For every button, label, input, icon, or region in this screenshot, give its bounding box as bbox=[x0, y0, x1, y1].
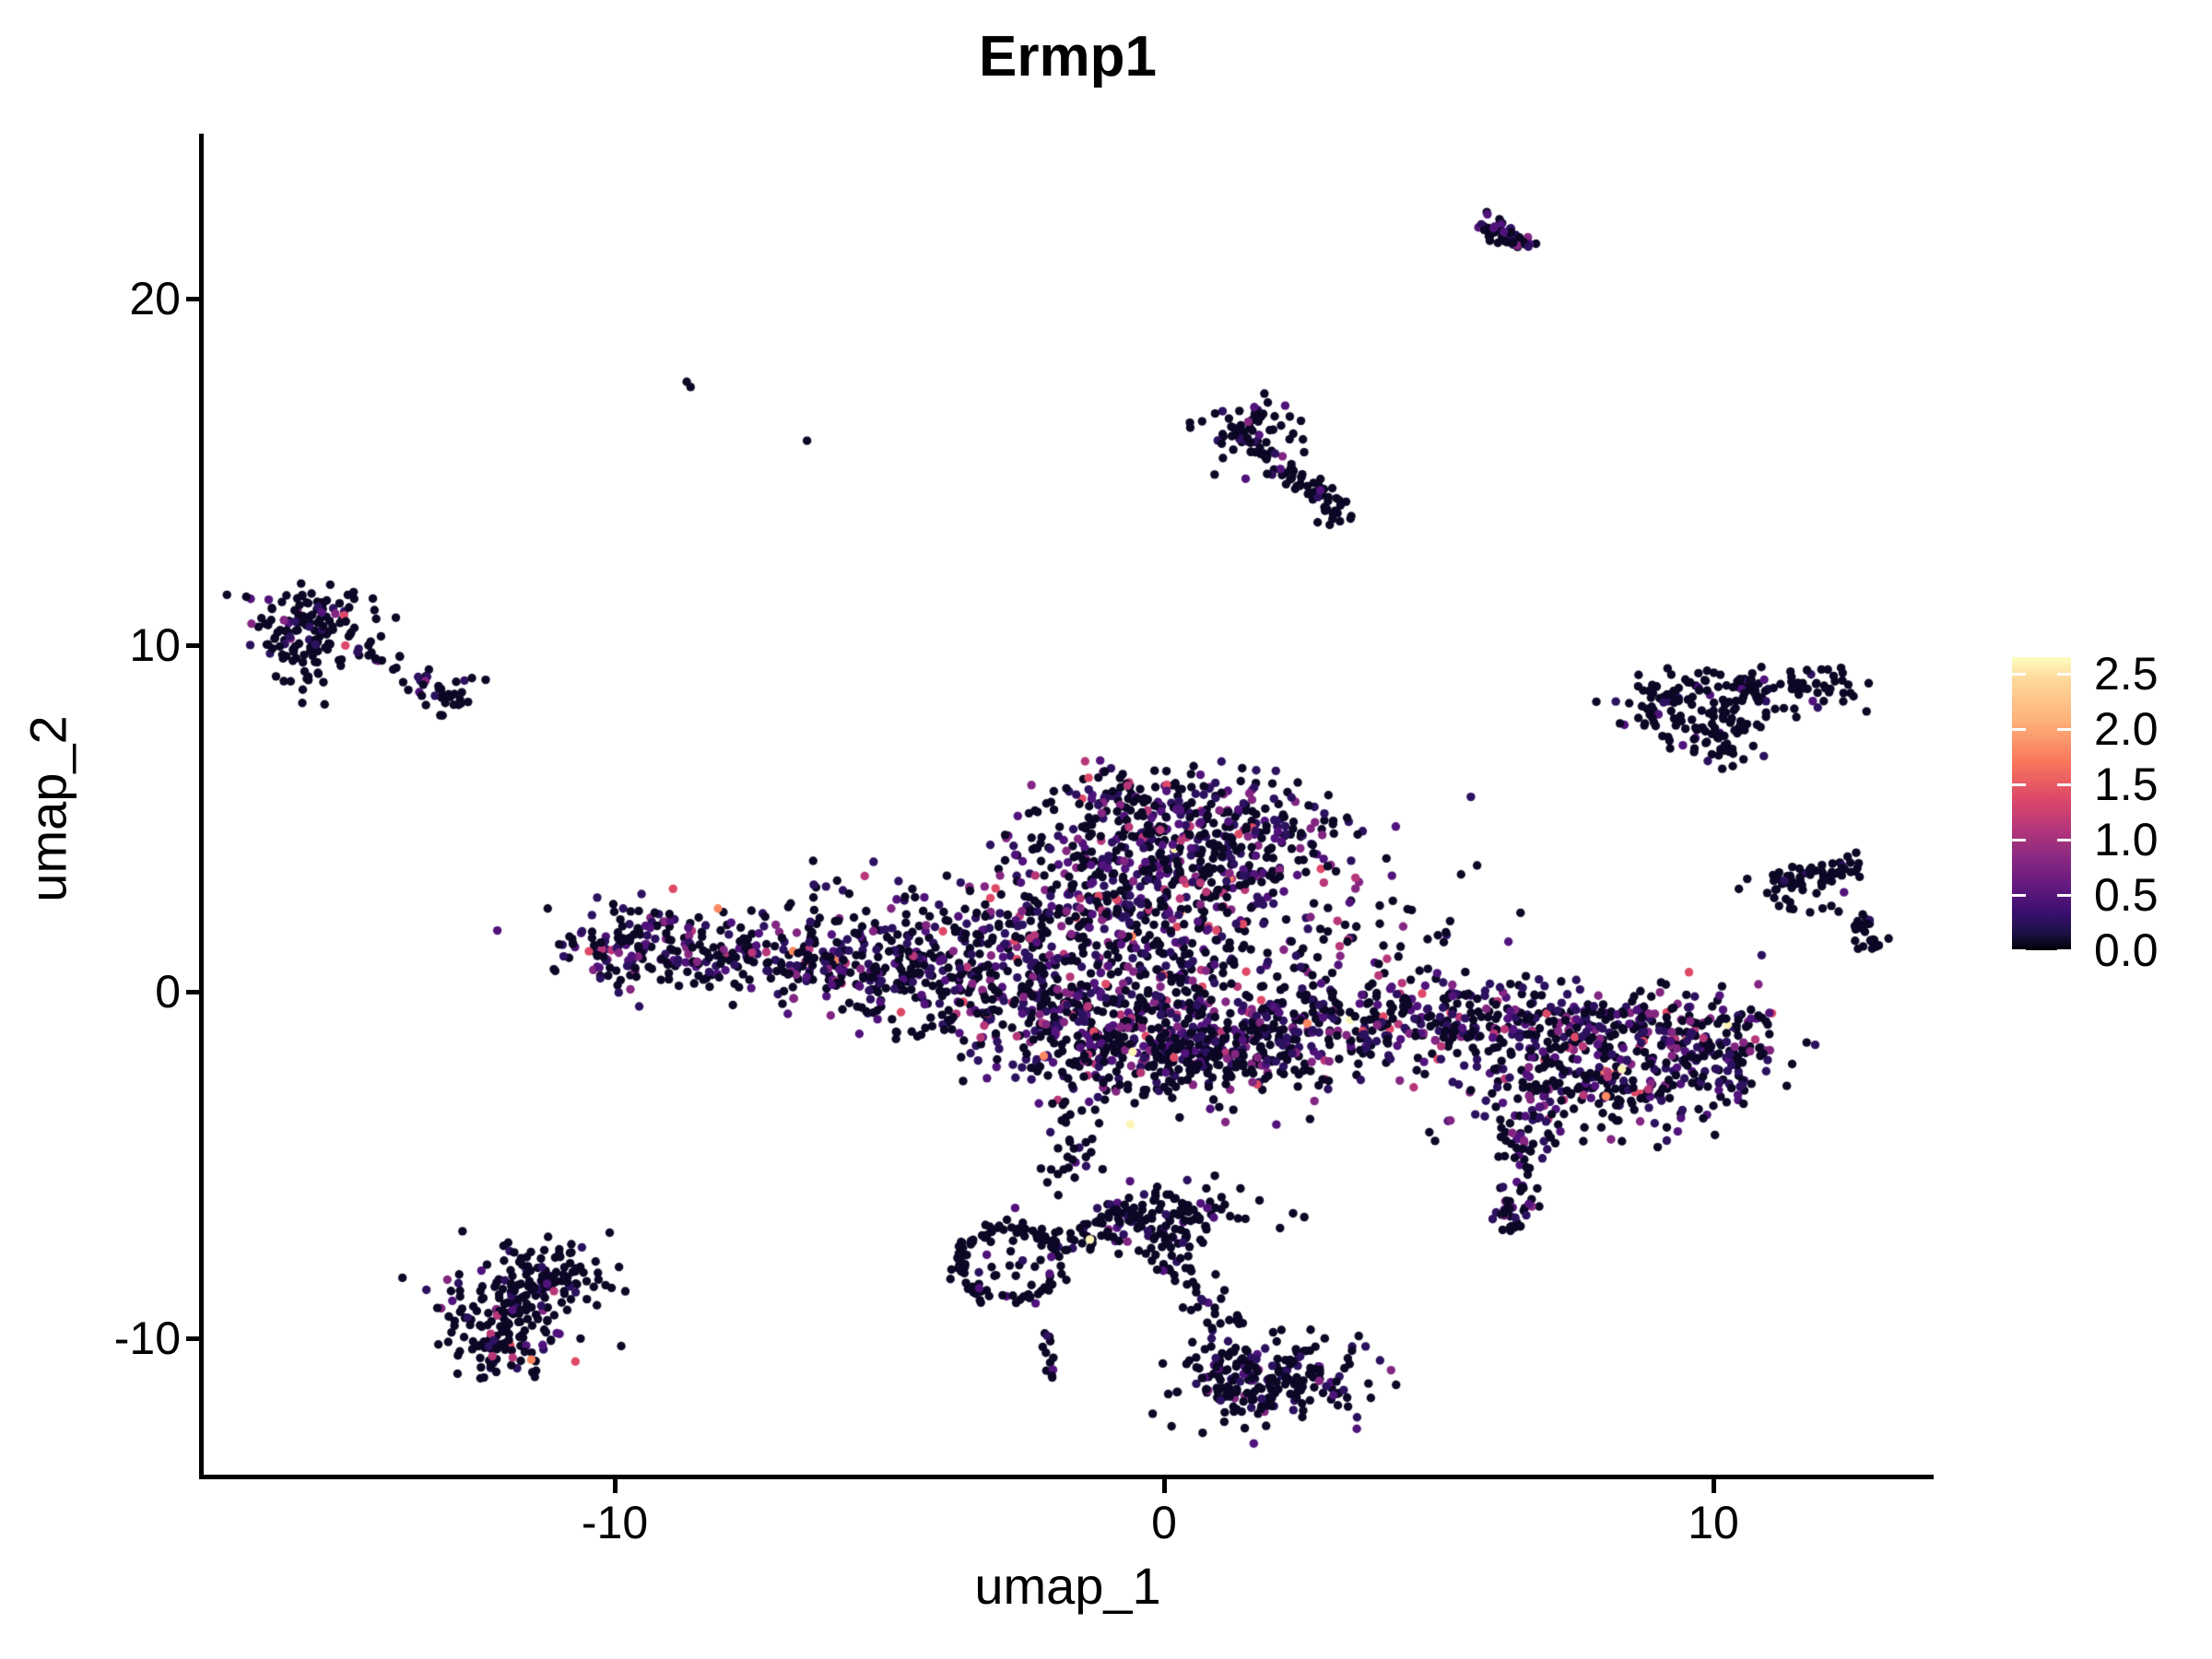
y-tick-label: 0 bbox=[155, 966, 181, 1018]
legend-tick-label: 2.0 bbox=[2094, 703, 2159, 755]
x-axis-line bbox=[199, 1475, 1934, 1479]
legend-tick-label: 1.0 bbox=[2094, 814, 2159, 865]
y-tick-label: 10 bbox=[129, 619, 181, 671]
y-tick-label: -10 bbox=[113, 1312, 181, 1364]
legend-tick-mark bbox=[2012, 783, 2026, 786]
legend-tick-mark bbox=[2057, 894, 2071, 897]
y-tick-mark bbox=[186, 643, 200, 648]
x-tick-mark bbox=[1162, 1479, 1167, 1493]
legend-tick-mark bbox=[2057, 839, 2071, 841]
legend-tick-mark bbox=[2057, 673, 2071, 676]
legend-tick-label: 1.5 bbox=[2094, 759, 2159, 810]
x-tick-mark bbox=[1712, 1479, 1716, 1493]
legend-tick-mark bbox=[2057, 728, 2071, 731]
x-axis-title: umap_1 bbox=[974, 1557, 1161, 1615]
legend-tick-mark bbox=[2012, 949, 2026, 952]
plot-title: Ermp1 bbox=[979, 25, 1157, 88]
y-axis-title: umap_2 bbox=[18, 715, 77, 902]
legend-tick-mark bbox=[2012, 894, 2026, 897]
legend-colorbar bbox=[2012, 657, 2071, 950]
y-tick-mark bbox=[186, 990, 200, 994]
legend-tick-mark bbox=[2057, 783, 2071, 786]
x-tick-label: 0 bbox=[1151, 1497, 1177, 1548]
legend-tick-mark bbox=[2012, 839, 2026, 841]
y-axis-line bbox=[199, 134, 204, 1479]
legend-tick-mark bbox=[2012, 728, 2026, 731]
x-tick-label: 10 bbox=[1688, 1497, 1739, 1548]
x-tick-label: -10 bbox=[581, 1497, 649, 1548]
legend-tick-mark bbox=[2012, 673, 2026, 676]
x-tick-mark bbox=[613, 1479, 618, 1493]
legend-tick-mark bbox=[2057, 949, 2071, 952]
legend-tick-label: 0.0 bbox=[2094, 924, 2159, 976]
legend-tick-label: 0.5 bbox=[2094, 869, 2159, 921]
y-tick-mark bbox=[186, 297, 200, 301]
legend-tick-label: 2.5 bbox=[2094, 648, 2159, 700]
y-tick-label: 20 bbox=[129, 273, 181, 324]
y-tick-mark bbox=[186, 1336, 200, 1341]
